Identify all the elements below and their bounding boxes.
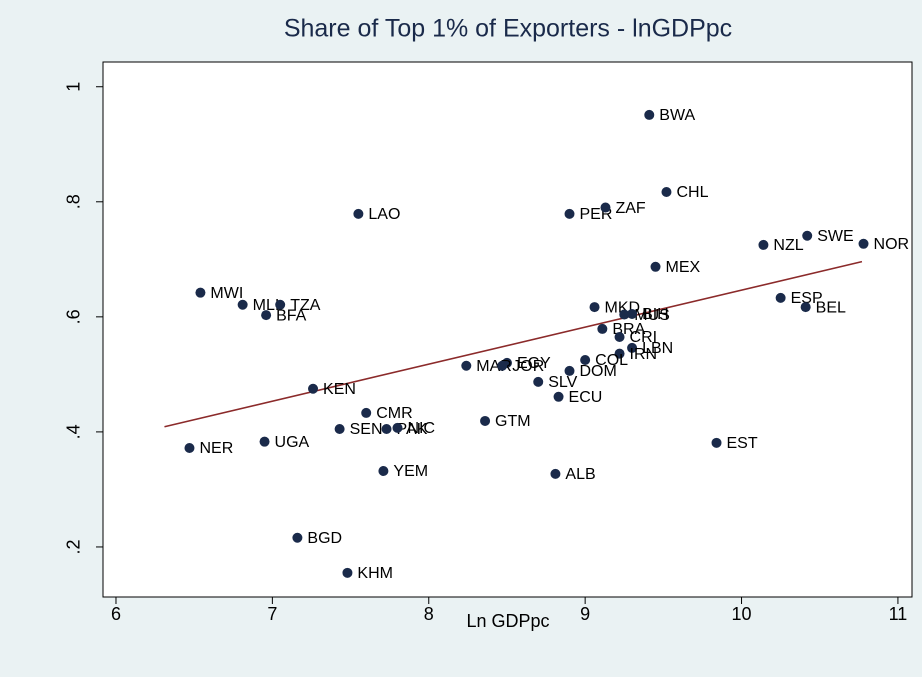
x-tick-label: 11 bbox=[889, 604, 908, 624]
y-tick-label: .4 bbox=[64, 424, 84, 439]
point-label: ECU bbox=[569, 389, 603, 406]
point bbox=[392, 422, 403, 433]
point bbox=[378, 466, 389, 477]
point bbox=[259, 436, 270, 447]
point-label: MUS bbox=[634, 307, 670, 324]
y-tick-label: .6 bbox=[64, 309, 84, 324]
point-label: KEN bbox=[323, 381, 356, 398]
point-label: SWE bbox=[817, 228, 853, 245]
y-tick-label: .2 bbox=[64, 539, 84, 554]
point-label: NZL bbox=[773, 237, 803, 254]
point-label: KHM bbox=[357, 565, 393, 582]
point bbox=[292, 532, 303, 543]
point bbox=[195, 287, 206, 298]
point-label: BFA bbox=[276, 307, 307, 324]
point-label: SEN bbox=[350, 421, 383, 438]
point bbox=[858, 238, 869, 249]
point-label: ESP bbox=[791, 290, 823, 307]
plot-area bbox=[102, 61, 913, 598]
point-label: YEM bbox=[393, 463, 428, 480]
point bbox=[533, 376, 544, 387]
point bbox=[550, 468, 561, 479]
point bbox=[644, 109, 655, 120]
point bbox=[614, 331, 625, 342]
x-tick-label: 7 bbox=[267, 604, 277, 624]
y-tick-label: .8 bbox=[64, 194, 84, 209]
point bbox=[461, 360, 472, 371]
point bbox=[564, 365, 575, 376]
point-label: LAO bbox=[368, 206, 400, 223]
point-label: PAK bbox=[397, 421, 428, 438]
point-label: TZA bbox=[290, 297, 321, 314]
point-label: JOR bbox=[512, 358, 544, 375]
point bbox=[650, 261, 661, 272]
point bbox=[497, 360, 508, 371]
point bbox=[800, 302, 811, 313]
x-tick-label: 8 bbox=[424, 604, 434, 624]
x-tick-label: 9 bbox=[580, 604, 590, 624]
point-label: UGA bbox=[275, 434, 310, 451]
point bbox=[237, 299, 248, 310]
point-label: GTM bbox=[495, 413, 531, 430]
point-label: CMR bbox=[376, 405, 412, 422]
point-label: SLV bbox=[548, 374, 577, 391]
point-label: LBN bbox=[642, 340, 673, 357]
point bbox=[381, 424, 392, 435]
point-label: ZAF bbox=[615, 200, 645, 217]
point bbox=[775, 292, 786, 303]
point bbox=[661, 187, 672, 198]
point-label: NER bbox=[199, 440, 233, 457]
point bbox=[589, 302, 600, 313]
point bbox=[619, 309, 630, 320]
point-label: EGY bbox=[517, 355, 551, 372]
point-label: BGD bbox=[307, 530, 342, 547]
point bbox=[597, 323, 608, 334]
point bbox=[342, 567, 353, 578]
point bbox=[802, 230, 813, 241]
point bbox=[275, 299, 286, 310]
point bbox=[553, 391, 564, 402]
point-label: BEL bbox=[816, 299, 846, 316]
fit-line bbox=[164, 260, 863, 428]
point-label: MEX bbox=[666, 259, 701, 276]
point bbox=[627, 342, 638, 353]
point-label: MWI bbox=[210, 285, 243, 302]
point-label: ALB bbox=[565, 466, 595, 483]
point bbox=[614, 348, 625, 359]
point-label: BWA bbox=[659, 107, 695, 124]
point bbox=[627, 308, 638, 319]
point bbox=[261, 310, 272, 321]
point bbox=[353, 208, 364, 219]
point bbox=[308, 383, 319, 394]
point bbox=[334, 424, 345, 435]
point-label: NIC bbox=[407, 420, 435, 437]
chart-title: Share of Top 1% of Exporters - lnGDPpc bbox=[284, 15, 732, 43]
point bbox=[600, 202, 611, 213]
point-label: BIH bbox=[642, 306, 669, 323]
point bbox=[580, 354, 591, 365]
point bbox=[564, 208, 575, 219]
point-label: EST bbox=[727, 435, 758, 452]
x-tick-label: 6 bbox=[111, 604, 121, 624]
point bbox=[184, 443, 195, 454]
point-label: COL bbox=[595, 352, 628, 369]
point bbox=[361, 407, 372, 418]
x-tick-label: 10 bbox=[732, 604, 752, 624]
point-label: DOM bbox=[580, 363, 617, 380]
point-label: MLI bbox=[253, 297, 280, 314]
x-axis-label: Ln GDPpc bbox=[466, 611, 549, 631]
y-tick-label: 1 bbox=[64, 82, 84, 92]
point bbox=[758, 239, 769, 250]
point-label: IRN bbox=[630, 346, 658, 363]
point-label: CHL bbox=[676, 184, 708, 201]
point-label: CRI bbox=[630, 329, 658, 346]
point bbox=[480, 415, 491, 426]
point-label: NOR bbox=[874, 236, 910, 253]
point bbox=[711, 437, 722, 448]
